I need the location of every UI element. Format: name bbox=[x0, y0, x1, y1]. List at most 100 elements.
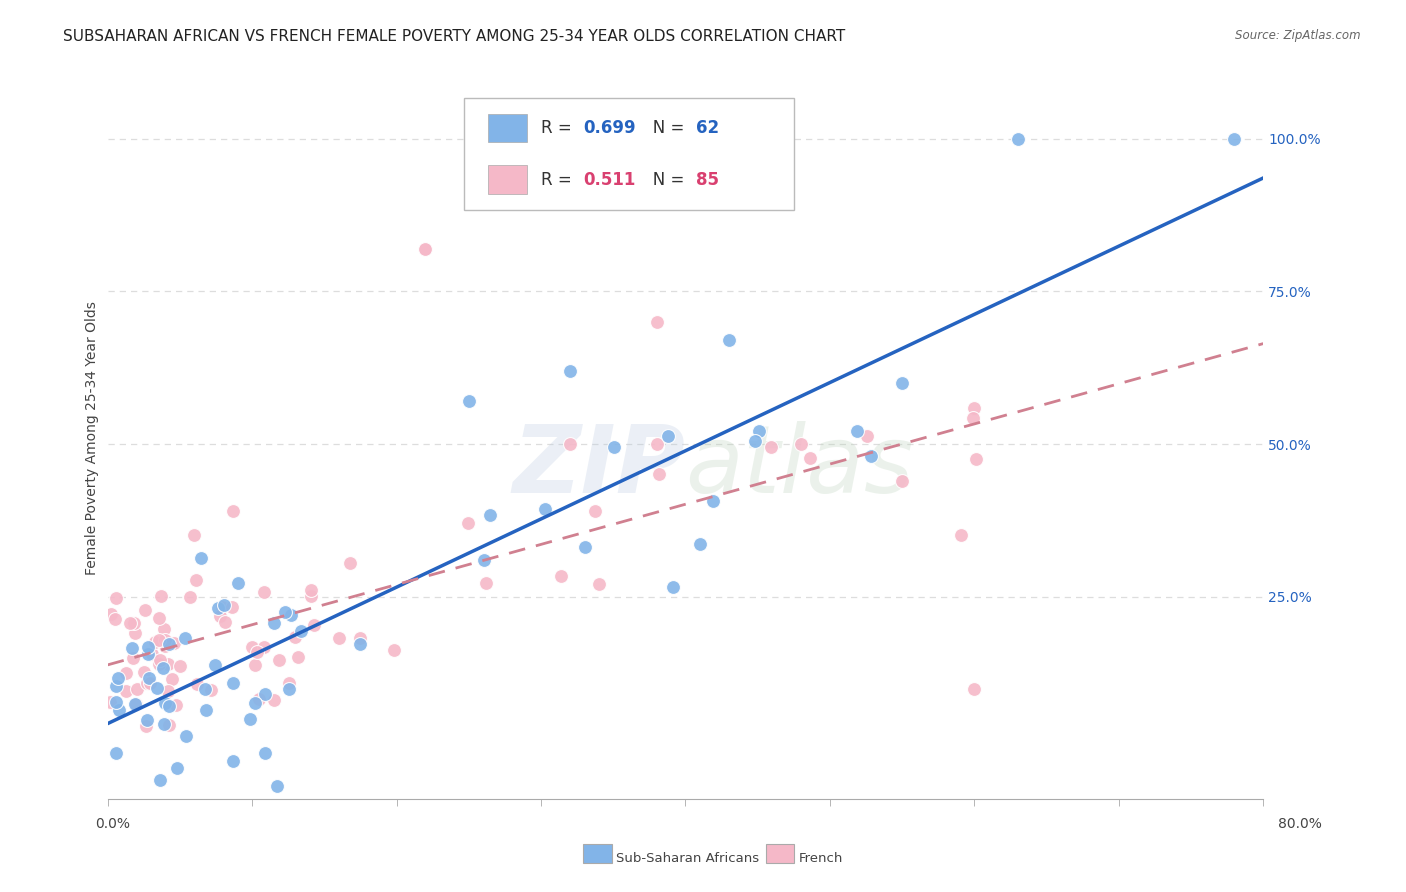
Point bbox=[472, 552, 495, 566]
Point bbox=[149, 653, 172, 667]
Point bbox=[145, 635, 167, 649]
Point bbox=[965, 451, 987, 466]
Point bbox=[645, 315, 668, 329]
Point bbox=[534, 502, 557, 516]
Text: 85: 85 bbox=[696, 170, 718, 188]
Point bbox=[184, 573, 207, 587]
Point bbox=[104, 695, 127, 709]
Point bbox=[963, 401, 986, 416]
Point bbox=[136, 640, 159, 654]
Point bbox=[134, 665, 156, 679]
Point bbox=[207, 600, 229, 615]
Point bbox=[574, 540, 596, 554]
Point bbox=[125, 697, 148, 711]
Point bbox=[415, 242, 437, 256]
Point bbox=[121, 801, 143, 815]
Point bbox=[214, 615, 236, 629]
Point bbox=[156, 683, 179, 698]
Point bbox=[200, 682, 222, 697]
Point bbox=[457, 394, 479, 409]
Point bbox=[208, 609, 231, 624]
Point bbox=[239, 712, 262, 726]
Point bbox=[558, 437, 581, 451]
Point bbox=[702, 494, 724, 508]
Point bbox=[891, 474, 914, 488]
Point bbox=[962, 411, 984, 425]
Point bbox=[104, 679, 127, 693]
Point bbox=[278, 676, 301, 690]
Point bbox=[141, 647, 163, 661]
Point bbox=[240, 640, 263, 655]
Point bbox=[790, 437, 813, 451]
Point bbox=[150, 589, 173, 603]
Point bbox=[328, 632, 350, 646]
Point bbox=[166, 761, 188, 775]
Point bbox=[254, 746, 277, 760]
Point bbox=[115, 683, 138, 698]
Text: atlas: atlas bbox=[685, 421, 914, 512]
Point bbox=[174, 729, 197, 743]
Point bbox=[152, 717, 174, 731]
Point bbox=[550, 569, 572, 583]
Point bbox=[148, 611, 170, 625]
Point bbox=[179, 590, 201, 604]
Point bbox=[153, 696, 176, 710]
Point bbox=[284, 630, 307, 644]
Point bbox=[121, 640, 143, 655]
Point bbox=[163, 636, 186, 650]
Text: French: French bbox=[799, 852, 844, 864]
Text: R =: R = bbox=[541, 170, 582, 188]
Point bbox=[194, 681, 217, 696]
Point bbox=[160, 672, 183, 686]
Point bbox=[339, 556, 361, 570]
Point bbox=[1223, 131, 1246, 145]
Point bbox=[127, 682, 149, 697]
Point bbox=[222, 754, 245, 768]
Point bbox=[246, 645, 269, 659]
Y-axis label: Female Poverty Among 25-34 Year Olds: Female Poverty Among 25-34 Year Olds bbox=[86, 301, 100, 575]
Point bbox=[157, 699, 180, 714]
Point bbox=[603, 440, 626, 454]
Point bbox=[299, 589, 322, 603]
Point bbox=[290, 624, 312, 638]
Point bbox=[744, 434, 766, 448]
Text: Sub-Saharan Africans: Sub-Saharan Africans bbox=[616, 852, 759, 864]
Point bbox=[135, 719, 157, 733]
Point bbox=[120, 616, 142, 631]
Point bbox=[174, 632, 197, 646]
Point bbox=[139, 676, 162, 690]
Point bbox=[100, 695, 122, 709]
Point bbox=[287, 649, 309, 664]
Point bbox=[266, 779, 288, 793]
Point bbox=[148, 657, 170, 671]
Point bbox=[588, 577, 610, 591]
Point bbox=[136, 713, 159, 727]
Point bbox=[382, 642, 405, 657]
Text: 62: 62 bbox=[696, 120, 718, 137]
Point bbox=[100, 607, 122, 621]
Point bbox=[108, 702, 131, 716]
Point bbox=[278, 682, 301, 697]
Point bbox=[134, 603, 156, 617]
Point bbox=[136, 647, 159, 661]
Point bbox=[190, 550, 212, 565]
Point bbox=[243, 658, 266, 673]
Point bbox=[304, 618, 326, 632]
Text: ZIP: ZIP bbox=[513, 421, 685, 513]
Point bbox=[349, 637, 371, 651]
Point bbox=[148, 633, 170, 648]
Point bbox=[415, 242, 437, 256]
Point bbox=[253, 687, 276, 701]
Point bbox=[114, 801, 136, 815]
Point bbox=[186, 677, 208, 691]
Point bbox=[253, 640, 276, 655]
Point bbox=[662, 580, 685, 594]
Point bbox=[107, 672, 129, 686]
Point bbox=[211, 599, 233, 614]
Point bbox=[157, 657, 180, 672]
Point bbox=[263, 693, 285, 707]
Point bbox=[138, 671, 160, 685]
Point bbox=[583, 504, 606, 518]
Point bbox=[349, 631, 371, 645]
Point bbox=[860, 449, 883, 463]
